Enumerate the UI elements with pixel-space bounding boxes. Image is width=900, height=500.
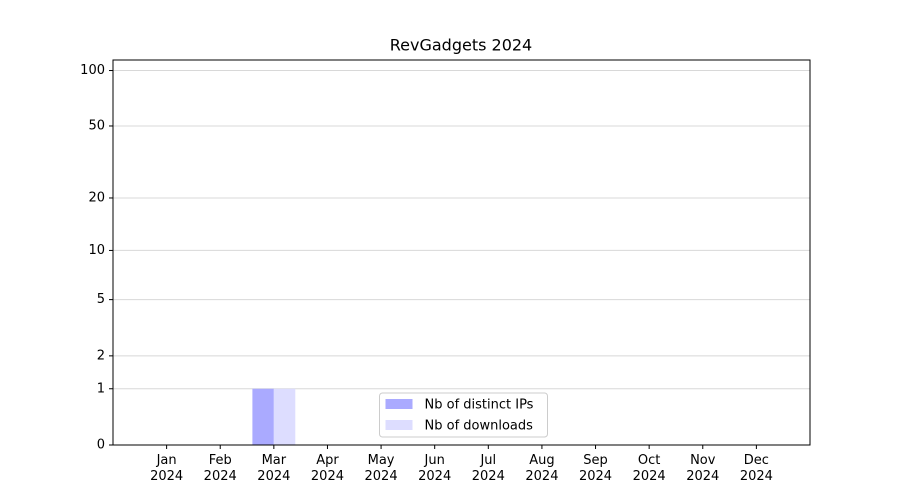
plot-frame [112, 59, 811, 446]
x-tick-label: Nov 2024 [686, 453, 720, 484]
legend: Nb of distinct IPs Nb of downloads [379, 392, 548, 438]
y-tick-label: 20 [88, 190, 105, 205]
chart-title: RevGadgets 2024 [390, 36, 532, 55]
x-tick-label: Aug 2024 [525, 453, 559, 484]
x-tick-label: Jan 2024 [150, 453, 184, 484]
x-tick-label: Jun 2024 [418, 453, 452, 484]
x-tick-label: Sep 2024 [578, 453, 613, 484]
legend-label: Nb of distinct IPs [425, 398, 534, 413]
x-tick-label: Jul 2024 [471, 453, 505, 484]
legend-frame [379, 392, 548, 438]
legend-label: Nb of downloads [425, 419, 534, 434]
bar [273, 388, 296, 445]
x-tick-label: May 2024 [364, 453, 398, 484]
y-tick-label: 5 [97, 292, 105, 307]
x-tick-label: Dec 2024 [739, 453, 773, 484]
y-tick-label: 10 [88, 243, 105, 258]
y-tick-label: 50 [88, 118, 105, 133]
y-tick-label: 2 [97, 348, 105, 363]
y-tick-label: 0 [97, 438, 105, 453]
bar [252, 388, 274, 445]
x-tick-label: Apr 2024 [310, 453, 344, 484]
y-tick-label: 100 [80, 63, 105, 78]
x-tick-label: Mar 2024 [257, 453, 291, 484]
legend-swatch [385, 399, 413, 409]
y-tick-label: 1 [97, 381, 105, 396]
x-tick-label: Oct 2024 [632, 453, 666, 484]
x-tick-label: Feb 2024 [203, 453, 237, 484]
legend-swatch [385, 420, 413, 430]
